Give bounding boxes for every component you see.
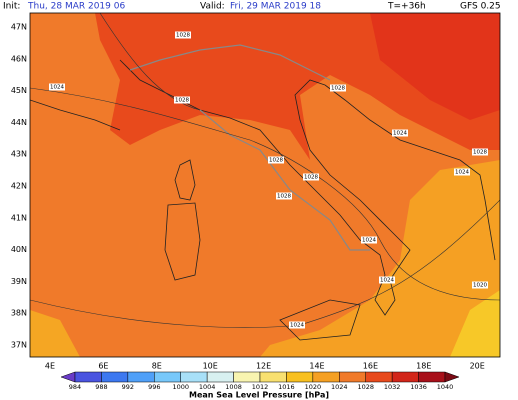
map: 1028 1028 1024 1028 1024 1028 1028 1028 1028 1024… (11, 12, 501, 371)
colorbar-label: 984 (69, 383, 81, 391)
colorbar-segment (365, 371, 393, 383)
longitude-labels: 4E 6E 8E 10E 12E 14E 16E 18E 20E (45, 362, 485, 371)
borders (129, 44, 370, 251)
colorbar-segment (339, 371, 366, 383)
colorbar-segment (418, 371, 446, 383)
isobar-label-box (276, 192, 292, 200)
longitude-label: 8E (152, 362, 162, 371)
colorbar-segment (127, 371, 155, 383)
colorbar-title: Mean Sea Level Pressure [hPa] (189, 391, 329, 400)
latitude-label: 44N (11, 118, 27, 127)
colorbar-label: 1040 (437, 383, 454, 391)
isobar-label: 1028 (175, 98, 189, 104)
pressure-field-1016 (450, 290, 500, 357)
pressure-field-1030 (370, 13, 500, 120)
valid-label: Valid: (200, 2, 225, 12)
latitude-label: 47N (11, 23, 27, 32)
latitude-label: 45N (11, 86, 27, 95)
isobar-label: 1020 (473, 283, 487, 289)
isobar-label: 1024 (393, 131, 407, 137)
colorbar-label: 1028 (357, 383, 374, 391)
model-name: GFS 0.25 (460, 2, 501, 12)
isobar-label-box (392, 129, 408, 137)
colorbar-label: 996 (148, 383, 160, 391)
isobar-label-box (49, 83, 65, 91)
init-label: Init: (3, 2, 20, 12)
colorbar-segment (312, 371, 340, 383)
colorbar-segment (101, 371, 129, 383)
longitude-label: 10E (203, 362, 218, 371)
isobar-label: 1028 (331, 86, 345, 92)
latitude-label: 46N (11, 54, 27, 63)
colorbar-segment (259, 371, 287, 383)
isobar-label-box (454, 168, 470, 176)
colorbar: Mean Sea Level Pressure [hPa] 984 988 992 9… (60, 371, 460, 400)
isobar-label-box (472, 148, 488, 156)
latitude-labels: 47N 46N 45N 44N 43N 42N 41N 40N 39N 38N 37N (11, 23, 27, 350)
isobar-label-box (379, 276, 395, 284)
longitude-label: 4E (45, 362, 55, 371)
header: Init: Thu, 28 MAR 2019 06 Valid: Fri, 29… (3, 2, 501, 12)
latitude-label: 42N (11, 182, 27, 191)
isobar-label: 1024 (455, 170, 469, 176)
isobar-label: 1024 (50, 85, 64, 91)
colorbar-label: 1020 (305, 383, 322, 391)
longitude-label: 20E (470, 362, 485, 371)
latitude-label: 40N (11, 245, 27, 254)
latitude-label: 41N (11, 213, 27, 222)
colorbar-label: 1016 (278, 383, 295, 391)
colorbar-label: 1036 (410, 383, 427, 391)
init-value: Thu, 28 MAR 2019 06 (27, 2, 125, 12)
latitude-label: 37N (11, 341, 27, 350)
map-frame (29, 12, 501, 358)
isobar-label-box (175, 31, 191, 39)
isobar-label: 1024 (362, 238, 376, 244)
isobar-label: 1028 (473, 150, 487, 156)
colorbar-label: 992 (122, 383, 134, 391)
colorbar-label: 988 (95, 383, 107, 391)
valid-value: Fri, 29 MAR 2019 18 (230, 2, 321, 12)
colorbar-label: 1008 (225, 383, 242, 391)
colorbar-segment (74, 371, 102, 383)
forecast-step: T=+36h (387, 2, 426, 12)
isobar-label-box (330, 84, 346, 92)
longitude-label: 16E (363, 362, 378, 371)
isobar-label: 1028 (176, 33, 190, 39)
isobar-label-box (303, 173, 319, 181)
isobar-label-box (174, 96, 190, 104)
longitude-label: 18E (416, 362, 431, 371)
colorbar-segment (206, 371, 234, 383)
longitude-label: 14E (309, 362, 324, 371)
latitude-label: 38N (11, 309, 27, 318)
latitude-label: 43N (11, 150, 27, 159)
pressure-field-1020 (260, 160, 500, 357)
colorbar-segment (180, 371, 208, 383)
colorbar-segment (154, 371, 181, 383)
colorbar-label: 1004 (199, 383, 216, 391)
isobar-label: 1024 (290, 323, 304, 329)
longitude-label: 6E (98, 362, 108, 371)
isobar-label: 1028 (277, 194, 291, 200)
colorbar-segment (233, 371, 261, 383)
colorbar-segment (286, 371, 314, 383)
longitude-label: 12E (256, 362, 271, 371)
colorbar-high-end (444, 371, 460, 383)
coastlines (30, 59, 496, 341)
isobar-label-box (472, 281, 488, 289)
colorbar-label: 1032 (384, 383, 401, 391)
colorbar-label: 1024 (331, 383, 348, 391)
isobar-label-box (289, 321, 305, 329)
colorbar-label: 1012 (252, 383, 269, 391)
colorbar-segment (391, 371, 419, 383)
latitude-label: 39N (11, 277, 27, 286)
isobar-label-box (268, 156, 284, 164)
pressure-field-1020-sw (30, 310, 80, 357)
isobar-labels: 1028 1028 1024 1028 1024 1028 1028 1028 1028 1024… (49, 31, 488, 329)
colorbar-label: 1000 (172, 383, 189, 391)
isobar-label-box (361, 236, 377, 244)
isobar-label: 1024 (380, 278, 394, 284)
isobar-label: 1028 (269, 158, 283, 164)
isobar-label: 1028 (304, 175, 318, 181)
